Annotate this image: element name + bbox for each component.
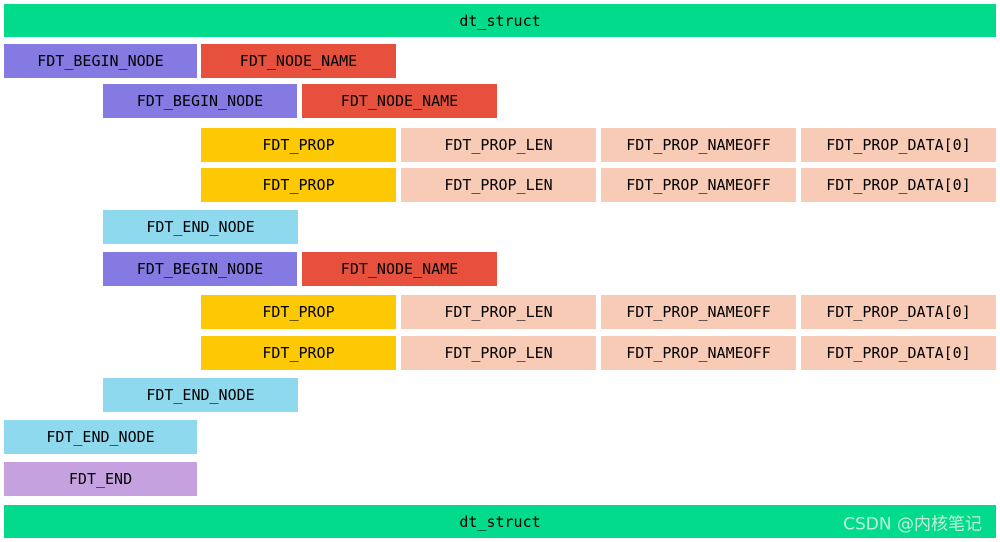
block-fdt-prop: FDT_PROP — [201, 295, 396, 329]
dt-struct-footer-label: dt_struct — [459, 512, 541, 531]
block-fdt-prop: FDT_PROP — [201, 168, 396, 202]
block-fdt-prop-data-0: FDT_PROP_DATA[0] — [801, 128, 996, 162]
csdn-watermark: CSDN @内核笔记 — [843, 514, 982, 534]
block-fdt-end-node: FDT_END_NODE — [103, 210, 298, 244]
block-fdt-begin-node: FDT_BEGIN_NODE — [103, 84, 297, 118]
block-fdt-end-node: FDT_END_NODE — [4, 420, 197, 454]
block-fdt-prop: FDT_PROP — [201, 128, 396, 162]
block-fdt-prop-len: FDT_PROP_LEN — [401, 295, 596, 329]
block-fdt-node-name: FDT_NODE_NAME — [302, 84, 497, 118]
block-fdt-prop-len: FDT_PROP_LEN — [401, 168, 596, 202]
block-fdt-prop-nameoff: FDT_PROP_NAMEOFF — [601, 295, 796, 329]
block-fdt-node-name: FDT_NODE_NAME — [201, 44, 396, 78]
block-fdt-prop-data-0: FDT_PROP_DATA[0] — [801, 295, 996, 329]
dt-struct-footer-bar: dt_struct CSDN @内核笔记 — [4, 505, 996, 538]
block-fdt-prop: FDT_PROP — [201, 336, 396, 370]
dt-struct-header-label: dt_struct — [459, 11, 541, 30]
block-fdt-prop-nameoff: FDT_PROP_NAMEOFF — [601, 336, 796, 370]
block-fdt-end: FDT_END — [4, 462, 197, 496]
block-fdt-prop-data-0: FDT_PROP_DATA[0] — [801, 168, 996, 202]
block-fdt-node-name: FDT_NODE_NAME — [302, 252, 497, 286]
block-fdt-prop-len: FDT_PROP_LEN — [401, 128, 596, 162]
block-fdt-begin-node: FDT_BEGIN_NODE — [103, 252, 297, 286]
block-fdt-begin-node: FDT_BEGIN_NODE — [4, 44, 197, 78]
block-fdt-prop-nameoff: FDT_PROP_NAMEOFF — [601, 168, 796, 202]
dt-struct-header-bar: dt_struct — [4, 4, 996, 37]
block-fdt-prop-data-0: FDT_PROP_DATA[0] — [801, 336, 996, 370]
block-fdt-prop-len: FDT_PROP_LEN — [401, 336, 596, 370]
block-fdt-end-node: FDT_END_NODE — [103, 378, 298, 412]
block-fdt-prop-nameoff: FDT_PROP_NAMEOFF — [601, 128, 796, 162]
